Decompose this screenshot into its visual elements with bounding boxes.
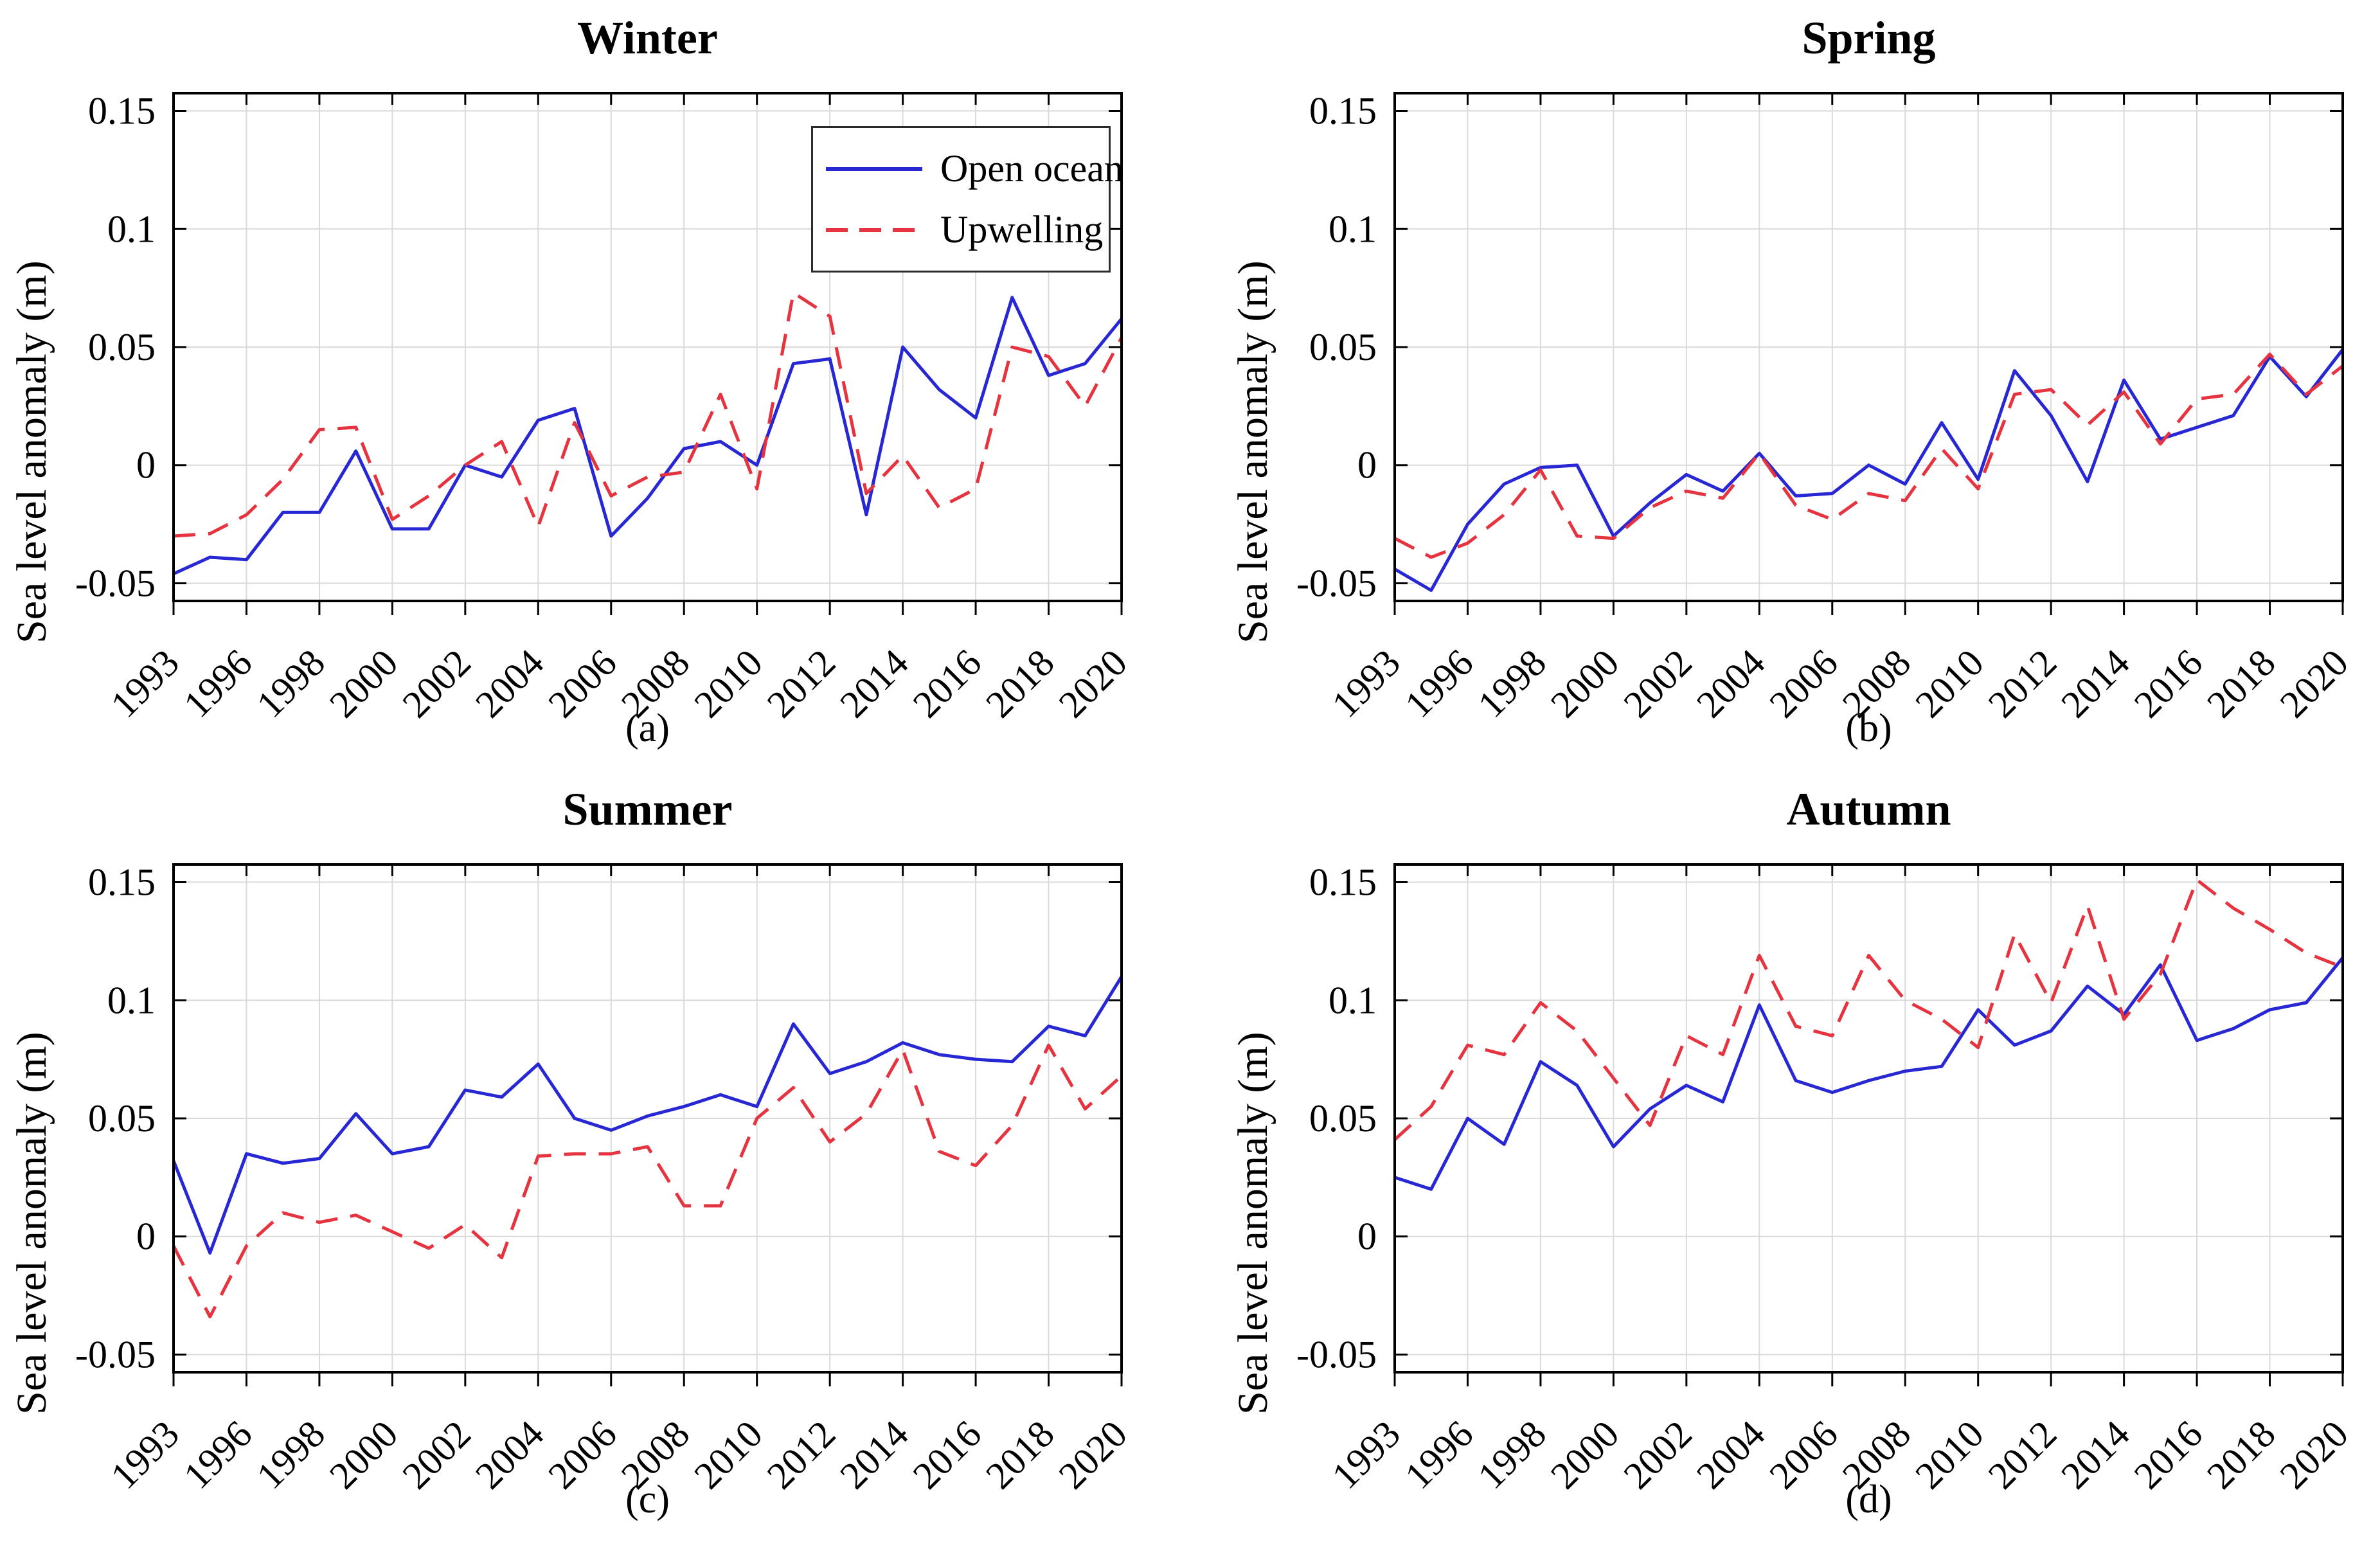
y-tick-label: -0.05 (1296, 562, 1377, 604)
open-ocean-line-winter (172, 296, 1123, 575)
upwelling-line-winter (173, 291, 1123, 538)
y-tick-label: 0.05 (88, 326, 156, 368)
open-ocean-line-spring (1393, 348, 2344, 592)
legend-label-open-ocean: Open ocean (940, 147, 1123, 190)
y-tick-label: 0 (1357, 444, 1377, 487)
y-tick-label: 0.15 (88, 861, 156, 904)
y-tick-label: -0.05 (75, 562, 156, 604)
y-axis-label-winter: Sea level anomaly (m) (8, 260, 55, 643)
y-tick-label: 0.1 (107, 208, 156, 250)
upwelling-line-spring (1393, 352, 2344, 559)
y-tick-label: 0 (136, 444, 156, 487)
y-tick-label: 0.05 (88, 1097, 156, 1140)
open-ocean-line-summer (172, 976, 1123, 1255)
open-ocean-line-autumn (1394, 956, 2344, 1191)
y-tick-label: 0.05 (1309, 1097, 1377, 1140)
y-tick-label: -0.05 (1296, 1333, 1377, 1375)
y-axis-label-summer: Sea level anomaly (m) (8, 1032, 55, 1415)
y-tick-label: 0.15 (1309, 861, 1377, 904)
y-tick-label: 0.15 (88, 90, 156, 132)
caption-d: (d) (1845, 1478, 1892, 1521)
y-tick-label: 0.05 (1309, 326, 1377, 368)
legend-label-upwelling: Upwelling (940, 208, 1104, 251)
caption-b: (b) (1845, 706, 1892, 750)
legend-entry-open-ocean: Open ocean (826, 147, 1123, 191)
caption-a: (a) (625, 706, 670, 750)
legend: Open ocean Upwelling (811, 126, 1123, 273)
panel-title-spring: Spring (1802, 12, 1936, 64)
legend-entry-upwelling: Upwelling (826, 208, 1103, 252)
y-axis-label-autumn: Sea level anomaly (m) (1230, 1032, 1276, 1415)
caption-c: (c) (625, 1478, 670, 1521)
upwelling-line-summer (172, 1043, 1123, 1319)
y-tick-label: -0.05 (75, 1333, 156, 1375)
upwelling-line-autumn (1393, 878, 2343, 1141)
upwelling-line-sample (826, 228, 922, 232)
y-tick-label: 0 (136, 1215, 156, 1258)
panel-plot-autumn: -0.0500.050.10.1519931996199820002002200… (1296, 861, 2356, 1497)
panel-title-winter: Winter (577, 12, 718, 64)
y-tick-label: 0 (1357, 1215, 1377, 1258)
y-tick-label: 0.1 (1329, 979, 1377, 1021)
panel-title-summer: Summer (562, 783, 733, 835)
y-axis-label-spring: Sea level anomaly (m) (1230, 260, 1276, 643)
panel-plot-spring: -0.0500.050.10.1519931996199820002002200… (1296, 90, 2356, 726)
y-tick-label: 0.1 (107, 979, 156, 1021)
panel-plot-summer: -0.0500.050.10.1519931996199820002002200… (75, 861, 1135, 1497)
open-ocean-line-sample (826, 166, 922, 171)
y-tick-label: 0.15 (1309, 90, 1377, 132)
panel-title-autumn: Autumn (1786, 783, 1951, 835)
y-tick-label: 0.1 (1329, 208, 1377, 250)
